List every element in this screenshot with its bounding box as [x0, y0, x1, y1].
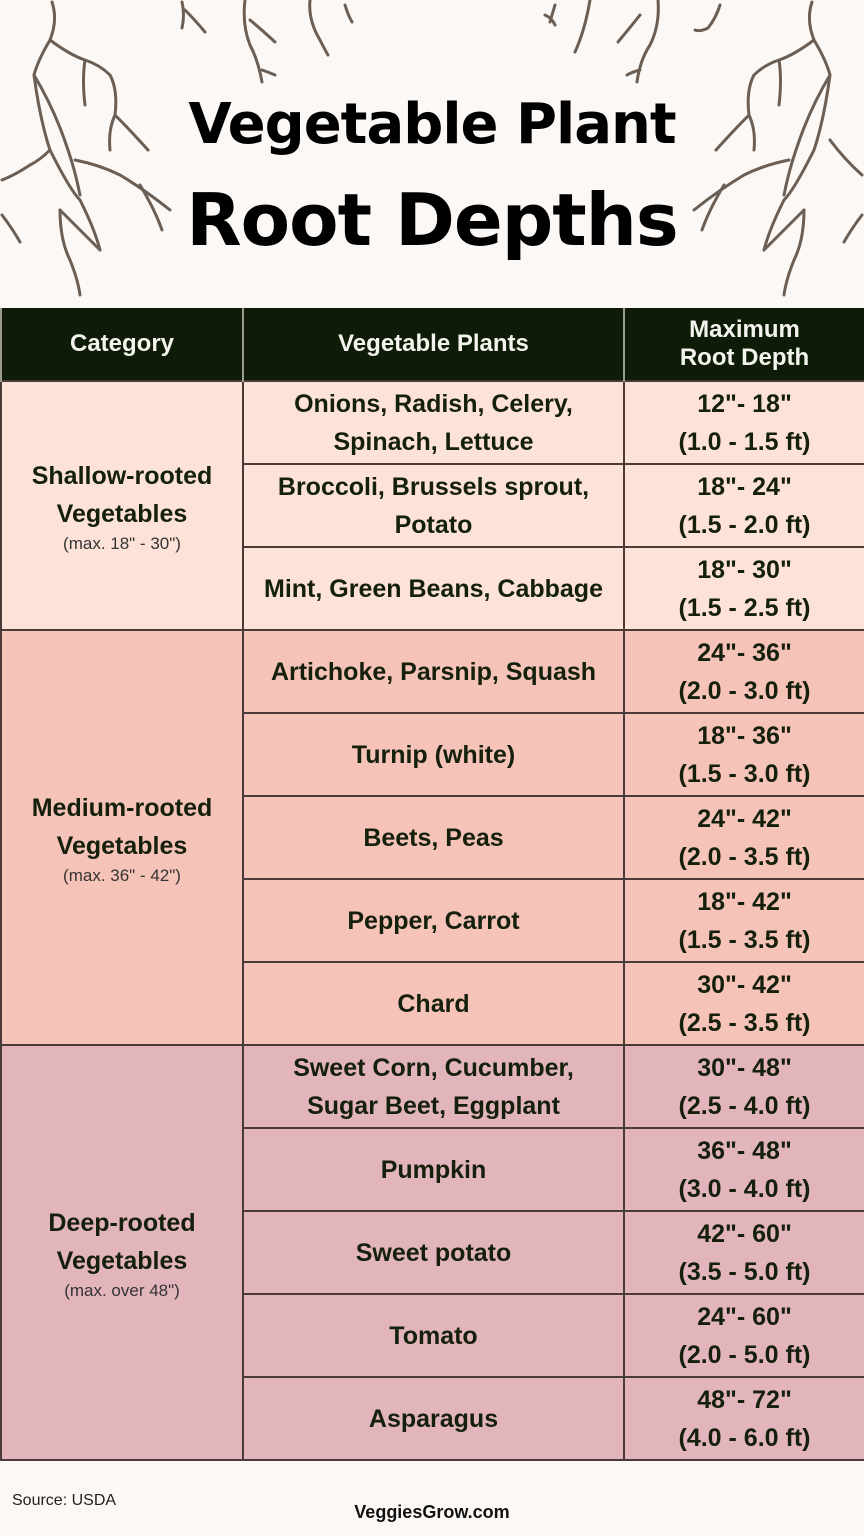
category-range-note: (max. 36" - 42"): [63, 865, 181, 885]
page-title-line1: Vegetable Plant: [188, 92, 676, 157]
depth-cell: 18"- 42" (1.5 - 3.5 ft): [623, 878, 864, 963]
depth-inches: 18"- 42": [697, 887, 792, 916]
root-left-icon: [0, 0, 172, 297]
table-row: Broccoli, Brussels sprout, Potato 18"- 24…: [1, 463, 864, 548]
depth-feet: (3.5 - 5.0 ft): [678, 1257, 811, 1286]
depth-feet: (3.0 - 4.0 ft): [678, 1174, 811, 1203]
category-cell: Shallow-rooted Vegetables (max. 18" - 30"): [0, 380, 244, 631]
root-top-left-icon: [180, 0, 354, 84]
depth-cell: 18"- 30" (1.5 - 2.5 ft): [623, 546, 864, 631]
depth-feet: (1.5 - 3.5 ft): [678, 925, 811, 954]
table-row: Pumpkin 36"- 48" (3.0 - 4.0 ft): [1, 1127, 864, 1212]
source-note: Source: USDA: [12, 1492, 117, 1509]
depth-inches: 18"- 24": [697, 472, 792, 501]
depth-feet: (2.0 - 5.0 ft): [678, 1340, 811, 1369]
column-header-plants: Vegetable Plants: [242, 308, 625, 381]
site-credit: VeggiesGrow.com: [354, 1502, 510, 1522]
depth-cell: 18"- 24" (1.5 - 2.0 ft): [623, 463, 864, 548]
table-row: Tomato 24"- 60" (2.0 - 5.0 ft): [1, 1293, 864, 1378]
page-title-line2: Root Depths: [186, 178, 679, 262]
depth-cell: 24"- 42" (2.0 - 3.5 ft): [623, 795, 864, 880]
table-row: Asparagus 48"- 72" (4.0 - 6.0 ft): [1, 1376, 864, 1461]
table-row: Mint, Green Beans, Cabbage 18"- 30" (1.5 -…: [1, 546, 864, 631]
column-header-category: Category: [0, 308, 244, 381]
depth-inches: 24"- 42": [697, 804, 792, 833]
depth-cell: 24"- 60" (2.0 - 5.0 ft): [623, 1293, 864, 1378]
root-top-right-icon: [543, 0, 722, 84]
depth-feet: (2.5 - 4.0 ft): [678, 1091, 811, 1120]
category-name-line2: Vegetables: [56, 1246, 188, 1275]
depth-feet: (1.5 - 2.5 ft): [678, 593, 811, 622]
plants-cell: Chard: [242, 961, 625, 1046]
depth-cell: 12"- 18" (1.0 - 1.5 ft): [623, 380, 864, 465]
depth-inches: 36"- 48": [697, 1136, 792, 1165]
root-depth-table: Category Vegetable Plants Maximum Root D…: [0, 308, 864, 1461]
category-range-note: (max. 18" - 30"): [63, 533, 181, 553]
plants-cell: Onions, Radish, Celery, Spinach, Lettuce: [242, 380, 625, 465]
table-row: Chard 30"- 42" (2.5 - 3.5 ft): [1, 961, 864, 1046]
depth-inches: 48"- 72": [697, 1385, 792, 1414]
depth-cell: 18"- 36" (1.5 - 3.0 ft): [623, 712, 864, 797]
depth-cell: 42"- 60" (3.5 - 5.0 ft): [623, 1210, 864, 1295]
plants-cell: Pepper, Carrot: [242, 878, 625, 963]
table-row: Pepper, Carrot 18"- 42" (1.5 - 3.5 ft): [1, 878, 864, 963]
category-name-line2: Vegetables: [56, 499, 188, 528]
depth-cell: 36"- 48" (3.0 - 4.0 ft): [623, 1127, 864, 1212]
depth-feet: (1.0 - 1.5 ft): [678, 427, 811, 456]
depth-inches: 12"- 18": [697, 389, 792, 418]
category-cell: Deep-rooted Vegetables (max. over 48"): [0, 1044, 244, 1461]
depth-inches: 24"- 36": [697, 638, 792, 667]
depth-inches: 18"- 30": [697, 555, 792, 584]
depth-inches: 18"- 36": [697, 721, 792, 750]
depth-inches: 30"- 48": [697, 1053, 792, 1082]
table-row: Medium-rooted Vegetables (max. 36" - 42") A…: [0, 629, 864, 1046]
depth-feet: (4.0 - 6.0 ft): [678, 1423, 811, 1452]
category-range-note: (max. over 48"): [64, 1280, 180, 1300]
table-row: Turnip (white) 18"- 36" (1.5 - 3.0 ft): [1, 712, 864, 797]
depth-feet: (1.5 - 3.0 ft): [678, 759, 811, 788]
category-name-line1: Shallow-rooted: [31, 461, 213, 490]
depth-cell: 24"- 36" (2.0 - 3.0 ft): [623, 629, 864, 714]
category-name-line1: Medium-rooted: [31, 793, 213, 822]
plants-cell: Tomato: [242, 1293, 625, 1378]
plants-cell: Turnip (white): [242, 712, 625, 797]
plants-cell: Beets, Peas: [242, 795, 625, 880]
category-cell: Medium-rooted Vegetables (max. 36" - 42"): [0, 629, 244, 1046]
depth-feet: (2.0 - 3.5 ft): [678, 842, 811, 871]
depth-header-line1: Maximum: [689, 316, 800, 343]
depth-cell: 48"- 72" (4.0 - 6.0 ft): [623, 1376, 864, 1461]
table-row: Deep-rooted Vegetables (max. over 48") Swee…: [0, 1044, 864, 1461]
category-name-line1: Deep-rooted: [48, 1208, 196, 1237]
depth-feet: (1.5 - 2.0 ft): [678, 510, 811, 539]
plants-cell: Sweet potato: [242, 1210, 625, 1295]
depth-inches: 42"- 60": [697, 1219, 792, 1248]
root-right-icon: [692, 0, 864, 297]
depth-cell: 30"- 48" (2.5 - 4.0 ft): [623, 1044, 864, 1129]
plants-cell: Asparagus: [242, 1376, 625, 1461]
depth-inches: 30"- 42": [697, 970, 792, 999]
root-decoration-icon: [0, 0, 864, 297]
plants-cell: Sweet Corn, Cucumber, Sugar Beet, Eggpla…: [242, 1044, 625, 1129]
depth-cell: 30"- 42" (2.5 - 3.5 ft): [623, 961, 864, 1046]
plants-cell: Mint, Green Beans, Cabbage: [242, 546, 625, 631]
category-name-line2: Vegetables: [56, 831, 188, 860]
depth-header-line2: Root Depth: [679, 344, 810, 371]
table-header-row: Category Vegetable Plants Maximum Root D…: [0, 308, 864, 381]
table-row: Shallow-rooted Vegetables (max. 18" - 30")…: [0, 380, 864, 631]
depth-inches: 24"- 60": [697, 1302, 792, 1331]
depth-feet: (2.0 - 3.0 ft): [678, 676, 811, 705]
depth-feet: (2.5 - 3.5 ft): [678, 1008, 811, 1037]
plants-cell: Artichoke, Parsnip, Squash: [242, 629, 625, 714]
table-row: Beets, Peas 24"- 42" (2.0 - 3.5 ft): [1, 795, 864, 880]
plants-cell: Broccoli, Brussels sprout, Potato: [242, 463, 625, 548]
table-row: Sweet potato 42"- 60" (3.5 - 5.0 ft): [1, 1210, 864, 1295]
column-header-depth: Maximum Root Depth: [623, 308, 864, 381]
plants-cell: Pumpkin: [242, 1127, 625, 1212]
